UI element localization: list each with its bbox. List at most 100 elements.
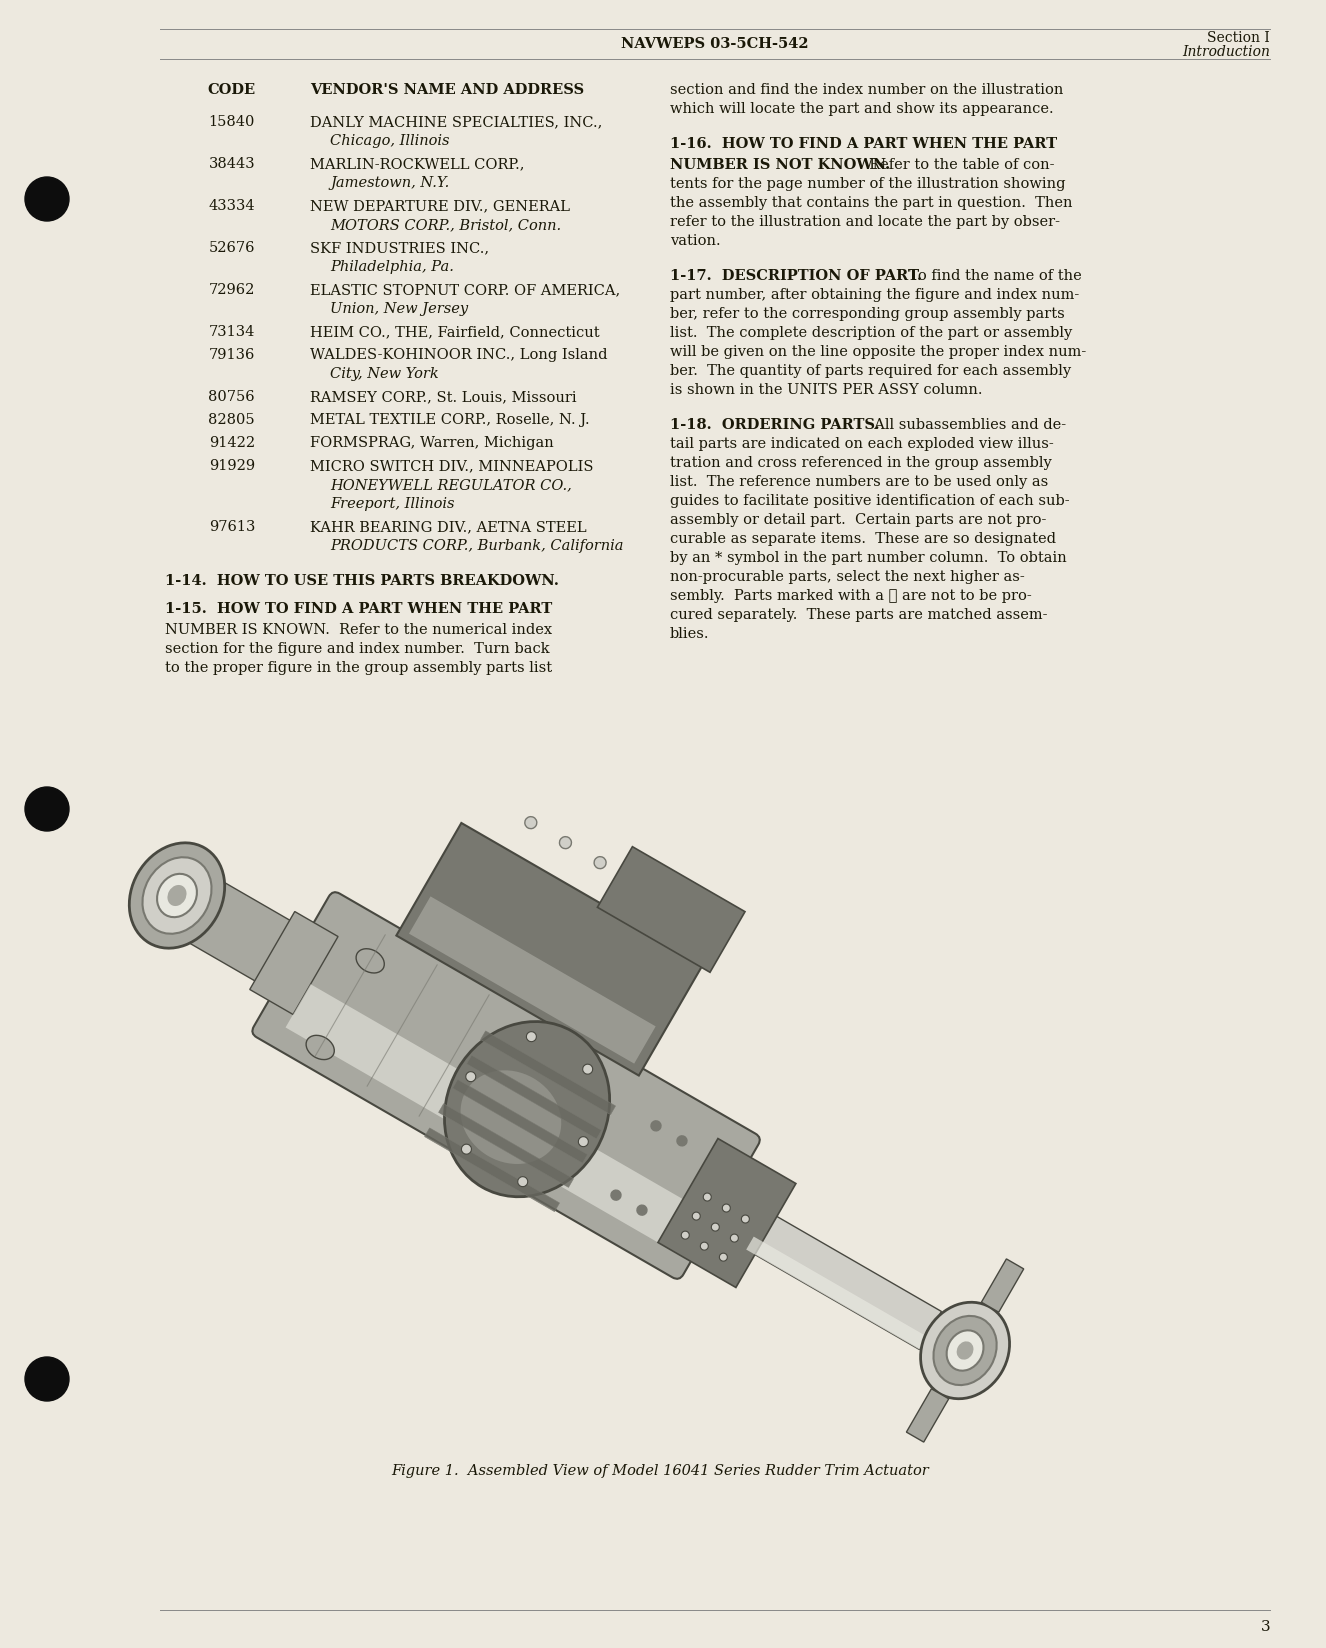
- Bar: [658, 1139, 796, 1287]
- Text: PRODUCTS CORP., Burbank, California: PRODUCTS CORP., Burbank, California: [330, 539, 623, 552]
- Text: MARLIN-ROCKWELL CORP.,: MARLIN-ROCKWELL CORP.,: [310, 157, 525, 171]
- Circle shape: [651, 1121, 660, 1131]
- Ellipse shape: [731, 1234, 739, 1243]
- Circle shape: [636, 1205, 647, 1216]
- Text: HEIM CO., THE, Fairfield, Connecticut: HEIM CO., THE, Fairfield, Connecticut: [310, 325, 599, 339]
- Text: NUMBER IS KNOWN.  Refer to the numerical index: NUMBER IS KNOWN. Refer to the numerical …: [164, 623, 552, 636]
- Text: which will locate the part and show its appearance.: which will locate the part and show its …: [670, 102, 1054, 115]
- Bar: [480, 1032, 615, 1116]
- Text: Union, New Jersey: Union, New Jersey: [330, 302, 468, 316]
- Text: 79136: 79136: [208, 348, 255, 363]
- Text: City, New York: City, New York: [330, 368, 439, 381]
- Bar: [164, 819, 1155, 1454]
- Ellipse shape: [920, 1302, 1009, 1399]
- Text: 73134: 73134: [208, 325, 255, 339]
- Text: ber.  The quantity of parts required for each assembly: ber. The quantity of parts required for …: [670, 364, 1071, 377]
- Text: ber, refer to the corresponding group assembly parts: ber, refer to the corresponding group as…: [670, 307, 1065, 321]
- Ellipse shape: [703, 1193, 711, 1201]
- Circle shape: [678, 1135, 687, 1145]
- Text: section for the figure and index number.  Turn back: section for the figure and index number.…: [164, 641, 549, 656]
- Ellipse shape: [525, 817, 537, 829]
- Text: METAL TEXTILE CORP., Roselle, N. J.: METAL TEXTILE CORP., Roselle, N. J.: [310, 412, 590, 427]
- Text: NEW DEPARTURE DIV., GENERAL: NEW DEPARTURE DIV., GENERAL: [310, 199, 570, 213]
- Text: 15840: 15840: [208, 115, 255, 129]
- Text: ELASTIC STOPNUT CORP. OF AMERICA,: ELASTIC STOPNUT CORP. OF AMERICA,: [310, 283, 621, 297]
- Text: CODE: CODE: [207, 82, 255, 97]
- Text: 97613: 97613: [208, 519, 255, 534]
- Text: All subassemblies and de-: All subassemblies and de-: [865, 417, 1066, 432]
- Text: DANLY MACHINE SPECIALTIES, INC.,: DANLY MACHINE SPECIALTIES, INC.,: [310, 115, 602, 129]
- Bar: [396, 824, 704, 1076]
- Text: NAVWEPS 03-5CH-542: NAVWEPS 03-5CH-542: [621, 36, 809, 51]
- Text: tail parts are indicated on each exploded view illus-: tail parts are indicated on each explode…: [670, 437, 1054, 450]
- Ellipse shape: [517, 1177, 528, 1187]
- Circle shape: [25, 178, 69, 222]
- Text: 91929: 91929: [210, 458, 255, 473]
- Ellipse shape: [578, 1137, 589, 1147]
- Bar: [408, 897, 655, 1065]
- FancyBboxPatch shape: [252, 893, 760, 1279]
- Text: tration and cross referenced in the group assembly: tration and cross referenced in the grou…: [670, 456, 1052, 470]
- Text: section and find the index number on the illustration: section and find the index number on the…: [670, 82, 1063, 97]
- Text: vation.: vation.: [670, 234, 720, 247]
- Text: NUMBER IS NOT KNOWN.: NUMBER IS NOT KNOWN.: [670, 158, 890, 171]
- Text: will be given on the line opposite the proper index num-: will be given on the line opposite the p…: [670, 344, 1086, 359]
- Text: RAMSEY CORP., St. Louis, Missouri: RAMSEY CORP., St. Louis, Missouri: [310, 391, 577, 404]
- Text: 72962: 72962: [208, 283, 255, 297]
- Text: tents for the page number of the illustration showing: tents for the page number of the illustr…: [670, 176, 1066, 191]
- Text: VENDOR'S NAME AND ADDRESS: VENDOR'S NAME AND ADDRESS: [310, 82, 585, 97]
- Ellipse shape: [711, 1223, 719, 1231]
- Bar: [747, 1211, 941, 1350]
- Text: 43334: 43334: [208, 199, 255, 213]
- Ellipse shape: [461, 1144, 472, 1155]
- Text: is shown in the UNITS PER ASSY column.: is shown in the UNITS PER ASSY column.: [670, 382, 983, 397]
- Ellipse shape: [723, 1205, 731, 1213]
- Circle shape: [611, 1190, 621, 1200]
- Text: 82805: 82805: [208, 412, 255, 427]
- Text: cured separately.  These parts are matched assem-: cured separately. These parts are matche…: [670, 608, 1048, 621]
- Text: 52676: 52676: [208, 241, 255, 255]
- Circle shape: [25, 1358, 69, 1401]
- Ellipse shape: [142, 857, 212, 934]
- Bar: [249, 911, 338, 1015]
- Text: MICRO SWITCH DIV., MINNEAPOLIS: MICRO SWITCH DIV., MINNEAPOLIS: [310, 458, 594, 473]
- Text: non-procurable parts, select the next higher as-: non-procurable parts, select the next hi…: [670, 570, 1025, 583]
- Text: assembly or detail part.  Certain parts are not pro-: assembly or detail part. Certain parts a…: [670, 513, 1046, 527]
- Text: the assembly that contains the part in question.  Then: the assembly that contains the part in q…: [670, 196, 1073, 209]
- Ellipse shape: [156, 875, 198, 918]
- Text: 1-15.  HOW TO FIND A PART WHEN THE PART: 1-15. HOW TO FIND A PART WHEN THE PART: [164, 602, 552, 616]
- Ellipse shape: [956, 1341, 973, 1360]
- Ellipse shape: [130, 844, 224, 949]
- Text: 1-17.  DESCRIPTION OF PART.: 1-17. DESCRIPTION OF PART.: [670, 269, 922, 283]
- Text: MOTORS CORP., Bristol, Conn.: MOTORS CORP., Bristol, Conn.: [330, 218, 561, 232]
- Text: list.  The reference numbers are to be used only as: list. The reference numbers are to be us…: [670, 475, 1049, 489]
- Text: Freeport, Illinois: Freeport, Illinois: [330, 496, 455, 511]
- Text: WALDES-KOHINOOR INC., Long Island: WALDES-KOHINOOR INC., Long Island: [310, 348, 607, 363]
- Text: Refer to the table of con-: Refer to the table of con-: [861, 158, 1054, 171]
- Ellipse shape: [741, 1215, 749, 1223]
- Text: Philadelphia, Pa.: Philadelphia, Pa.: [330, 260, 453, 274]
- Text: 80756: 80756: [208, 391, 255, 404]
- Text: blies.: blies.: [670, 626, 709, 641]
- Text: 38443: 38443: [208, 157, 255, 171]
- Ellipse shape: [465, 1071, 476, 1083]
- Text: Figure 1.  Assembled View of Model 16041 Series Rudder Trim Actuator: Figure 1. Assembled View of Model 16041 …: [391, 1463, 930, 1477]
- Text: sembly.  Parts marked with a ℓ are not to be pro-: sembly. Parts marked with a ℓ are not to…: [670, 588, 1032, 603]
- Bar: [598, 847, 745, 972]
- Text: HONEYWELL REGULATOR CO.,: HONEYWELL REGULATOR CO.,: [330, 478, 572, 491]
- Ellipse shape: [460, 1071, 561, 1163]
- Ellipse shape: [720, 1254, 728, 1261]
- Bar: [168, 870, 325, 1002]
- Text: 1-14.  HOW TO USE THIS PARTS BREAKDOWN.: 1-14. HOW TO USE THIS PARTS BREAKDOWN.: [164, 574, 558, 588]
- Bar: [747, 1236, 927, 1350]
- Ellipse shape: [444, 1022, 610, 1196]
- Ellipse shape: [357, 949, 385, 974]
- Bar: [439, 1104, 574, 1188]
- Bar: [467, 1056, 602, 1139]
- Ellipse shape: [306, 1035, 334, 1060]
- Ellipse shape: [594, 857, 606, 868]
- Text: 3: 3: [1261, 1618, 1270, 1633]
- Ellipse shape: [526, 1032, 537, 1042]
- Ellipse shape: [560, 837, 572, 849]
- Text: Introduction: Introduction: [1181, 44, 1270, 59]
